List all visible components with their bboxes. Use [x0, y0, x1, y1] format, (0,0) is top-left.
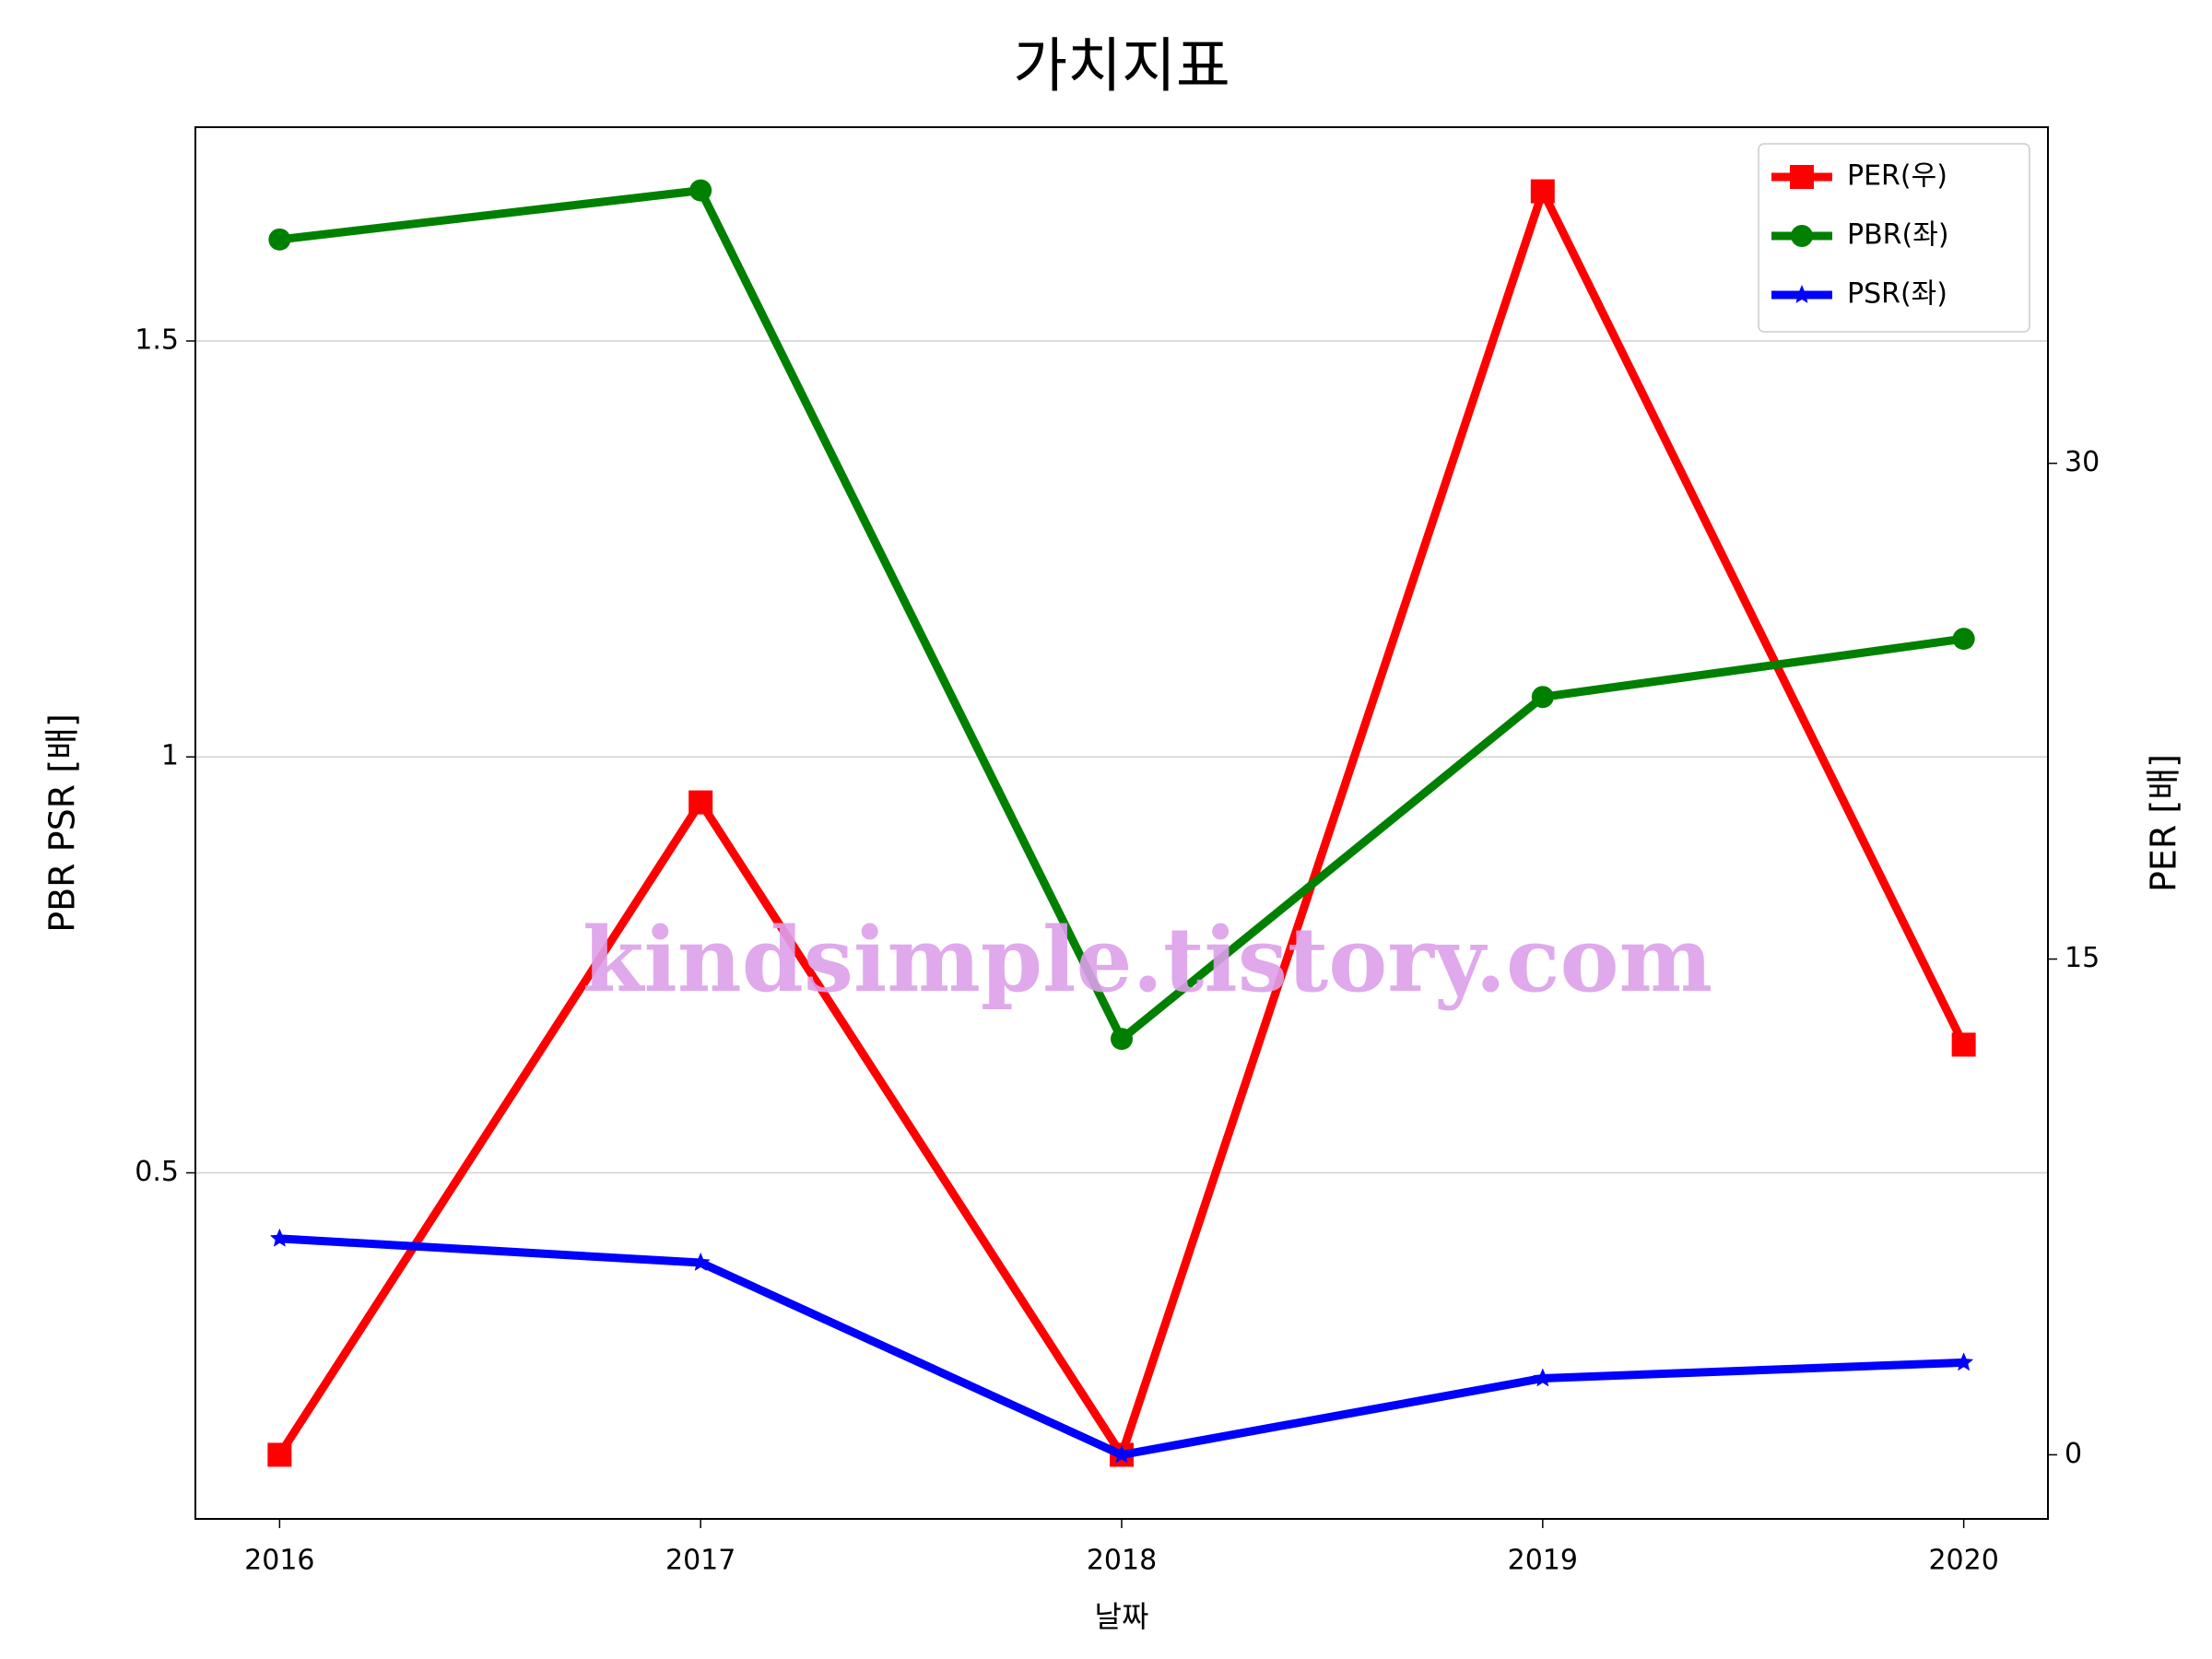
- marker: [1531, 686, 1554, 709]
- y-tick-label: 1: [161, 740, 179, 772]
- x-axis-label: 날짜: [1095, 1599, 1149, 1634]
- legend-box: [1758, 143, 2030, 333]
- marker: [690, 1253, 711, 1271]
- chart-title: 가치지표: [1013, 33, 1230, 101]
- y2-tick-label: 15: [2065, 942, 2100, 974]
- y-axis-label: PBR PSR [배]: [42, 713, 83, 933]
- plot-frame: [194, 126, 2049, 1520]
- marker: [1951, 1032, 1976, 1057]
- marker: [1954, 1352, 1974, 1371]
- y-tick-label: 1.5: [135, 324, 179, 356]
- marker: [1530, 179, 1555, 204]
- y2-tick-label: 0: [2065, 1438, 2082, 1470]
- legend-label: PER(우): [1847, 160, 1947, 193]
- y-tick-label: 0.5: [135, 1156, 179, 1188]
- y2-axis-label: PER [배]: [2144, 754, 2184, 892]
- x-tick-label: 2018: [1087, 1545, 1157, 1577]
- x-tick-label: 2019: [1508, 1545, 1578, 1577]
- legend-marker: [1792, 285, 1812, 303]
- marker: [1111, 1028, 1133, 1051]
- watermark: kindsimple.tistory.com: [582, 908, 1712, 1012]
- marker: [269, 1228, 289, 1247]
- marker: [1952, 628, 1975, 651]
- y2-tick-label: 30: [2065, 446, 2100, 478]
- legend-marker: [1790, 165, 1814, 189]
- x-tick-label: 2020: [1928, 1545, 1998, 1577]
- x-tick-label: 2017: [665, 1545, 735, 1577]
- marker: [688, 790, 713, 815]
- marker: [689, 179, 712, 202]
- marker: [1112, 1444, 1132, 1464]
- legend-label: PSR(좌): [1847, 278, 1947, 311]
- legend-marker: [1791, 225, 1813, 247]
- marker: [1533, 1368, 1553, 1387]
- legend-label: PBR(좌): [1847, 219, 1949, 252]
- marker: [268, 228, 291, 251]
- x-tick-label: 2016: [244, 1545, 314, 1577]
- marker: [267, 1442, 292, 1467]
